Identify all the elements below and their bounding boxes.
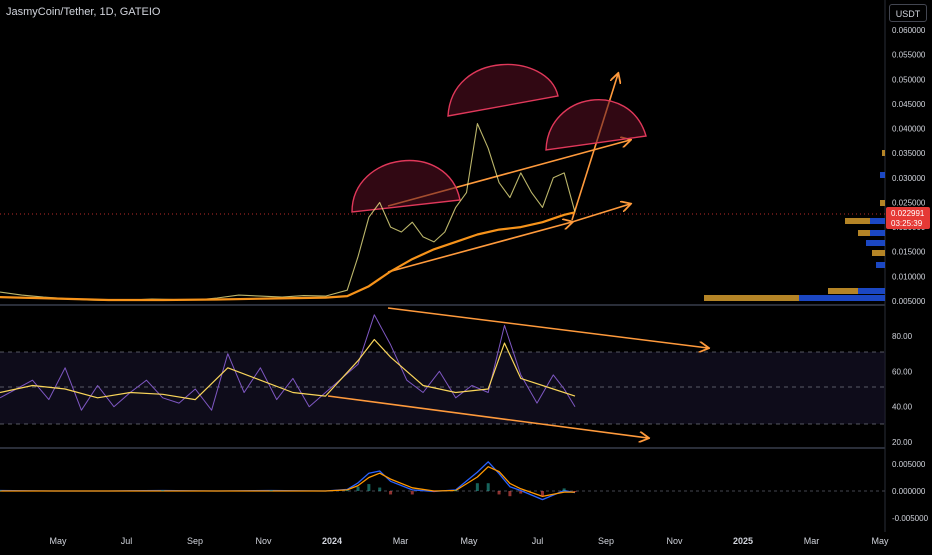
y-tick-label: 80.00 bbox=[892, 332, 913, 341]
macd-histogram-bar bbox=[519, 491, 523, 494]
head-arc-2 bbox=[545, 99, 647, 151]
y-tick-label: 0.030000 bbox=[892, 174, 926, 183]
x-tick-label: Sep bbox=[598, 536, 614, 546]
macd-histogram-bar bbox=[508, 491, 512, 497]
macd-histogram-bar bbox=[573, 491, 577, 492]
macd-histogram-bar bbox=[486, 483, 490, 491]
volume-profile-bar bbox=[799, 295, 885, 301]
drawing-annotations bbox=[327, 63, 708, 438]
rsi-band bbox=[0, 352, 885, 424]
macd-histogram-bar bbox=[497, 491, 501, 495]
head-arc-1 bbox=[447, 63, 559, 117]
macd-histogram-bar bbox=[356, 486, 360, 491]
y-tick-label: 0.060000 bbox=[892, 26, 926, 35]
macd-histogram-bar bbox=[345, 490, 349, 492]
x-tick-label: May bbox=[49, 536, 67, 546]
macd-histogram-bar bbox=[475, 483, 479, 491]
y-tick-label: 0.045000 bbox=[892, 100, 926, 109]
macd-histogram-bar bbox=[269, 490, 273, 492]
y-tick-label: 0.000000 bbox=[892, 487, 926, 496]
macd-histogram-bar bbox=[454, 490, 458, 492]
volume-profile-bar bbox=[882, 150, 885, 156]
symbol-title[interactable]: JasmyCoin/Tether, 1D, GATEIO bbox=[6, 6, 161, 18]
x-tick-label: 2025 bbox=[733, 536, 753, 546]
volume-profile-bar bbox=[880, 172, 885, 178]
trend-line-2 bbox=[571, 204, 630, 223]
y-tick-label: 20.00 bbox=[892, 438, 913, 447]
x-tick-label: May bbox=[871, 536, 889, 546]
rsi-series bbox=[0, 314, 576, 411]
macd-histogram-bar bbox=[378, 487, 382, 491]
series-line-signal bbox=[0, 466, 575, 498]
price-badge-countdown: 03:25:39 bbox=[891, 219, 923, 228]
y-tick-label: 0.005000 bbox=[892, 297, 926, 306]
x-tick-label: Mar bbox=[804, 536, 820, 546]
head-arc-0 bbox=[351, 159, 461, 213]
y-tick-label: 0.010000 bbox=[892, 272, 926, 281]
price-badge-value: 0.022991 bbox=[891, 209, 925, 218]
volume-profile-bar bbox=[872, 250, 885, 256]
volume-profile-bar bbox=[870, 230, 885, 236]
x-tick-label: Nov bbox=[666, 536, 683, 546]
trend-line-3 bbox=[571, 74, 618, 221]
gridlines bbox=[0, 0, 886, 532]
macd-histogram-bar bbox=[562, 488, 566, 491]
currency-button[interactable]: USDT bbox=[889, 4, 927, 22]
x-tick-label: Jul bbox=[532, 536, 544, 546]
volume-profile-bar bbox=[704, 295, 799, 301]
macd-histogram-bar bbox=[432, 491, 436, 492]
macd-series bbox=[0, 461, 577, 501]
axes: 0.060000 0.055000 0.050000 0.045000 0.040000… bbox=[49, 26, 930, 546]
macd-histogram-bar bbox=[540, 491, 544, 497]
volume-profile-bar bbox=[876, 262, 885, 268]
macd-histogram-bar bbox=[389, 491, 393, 495]
trend-line-5 bbox=[327, 395, 648, 438]
macd-histogram-bar bbox=[0, 490, 2, 492]
volume-profile-bar bbox=[845, 218, 870, 224]
x-tick-label: 2024 bbox=[322, 536, 342, 546]
price-badge bbox=[886, 207, 930, 229]
trend-line-4 bbox=[387, 307, 708, 348]
volume-profile-bar bbox=[880, 200, 885, 206]
macd-histogram-bar bbox=[367, 484, 371, 491]
x-tick-label: Jul bbox=[121, 536, 133, 546]
y-tick-label: 40.00 bbox=[892, 403, 913, 412]
series-line-rsi bbox=[0, 314, 576, 411]
volume-profile bbox=[704, 150, 885, 301]
volume-profile-bar bbox=[828, 288, 858, 294]
series-line-moving-average bbox=[0, 211, 576, 302]
y-tick-label: 0.040000 bbox=[892, 125, 926, 134]
macd-histogram-bar bbox=[161, 490, 165, 492]
macd-histogram-bar bbox=[410, 491, 414, 495]
x-tick-label: Mar bbox=[393, 536, 409, 546]
x-tick-label: Nov bbox=[255, 536, 272, 546]
y-tick-label: 0.025000 bbox=[892, 198, 926, 207]
volume-profile-bar bbox=[866, 240, 885, 246]
y-tick-label: 0.050000 bbox=[892, 75, 926, 84]
volume-profile-bar bbox=[858, 288, 885, 294]
y-tick-label: -0.005000 bbox=[892, 514, 929, 523]
price-series bbox=[0, 123, 576, 302]
volume-profile-bar bbox=[870, 218, 885, 224]
volume-profile-bar bbox=[858, 230, 870, 236]
y-tick-label: 0.015000 bbox=[892, 248, 926, 257]
y-tick-label: 0.005000 bbox=[892, 460, 926, 469]
y-tick-label: 0.035000 bbox=[892, 149, 926, 158]
y-tick-label: 0.055000 bbox=[892, 51, 926, 60]
x-tick-label: May bbox=[460, 536, 478, 546]
y-tick-label: 60.00 bbox=[892, 367, 913, 376]
series-line-rsi-signal bbox=[0, 338, 576, 401]
trend-line-1 bbox=[387, 222, 572, 273]
x-tick-label: Sep bbox=[187, 536, 203, 546]
